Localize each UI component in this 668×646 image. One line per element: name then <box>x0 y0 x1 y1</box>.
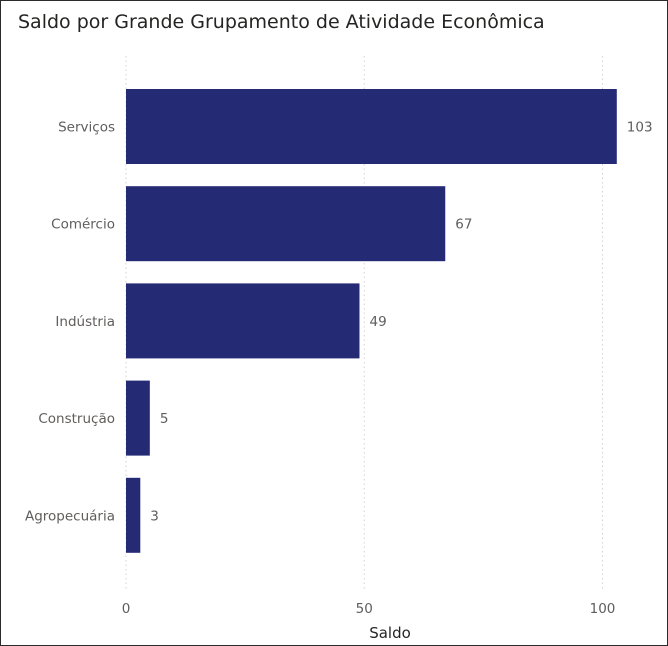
bar[interactable] <box>126 380 150 456</box>
bar[interactable] <box>126 89 617 164</box>
data-label: 67 <box>455 217 472 233</box>
category-label: Agropecuária <box>25 508 115 524</box>
x-tick-label: 100 <box>590 601 616 617</box>
x-axis-title: Saldo <box>369 624 411 642</box>
data-label: 5 <box>160 411 169 427</box>
data-label: 3 <box>150 508 159 524</box>
data-label: 103 <box>627 120 653 136</box>
x-tick-label: 50 <box>356 601 373 617</box>
bar[interactable] <box>126 186 446 262</box>
category-label: Indústria <box>55 314 115 330</box>
category-label: Comércio <box>51 217 115 233</box>
bar[interactable] <box>126 283 360 359</box>
data-label: 49 <box>369 314 386 330</box>
x-tick-label: 0 <box>122 601 131 617</box>
value-labels: 103 67 49 5 3 <box>150 120 652 525</box>
x-tick-labels: 0 50 100 <box>122 601 616 617</box>
category-label: Serviços <box>58 120 115 136</box>
bars <box>126 89 617 553</box>
category-label: Construção <box>38 411 115 427</box>
category-labels: Serviços Comércio Indústria Construção Agrop… <box>25 120 115 525</box>
bar[interactable] <box>126 477 141 553</box>
chart-title: Saldo por Grande Grupamento de Atividade… <box>18 11 545 33</box>
